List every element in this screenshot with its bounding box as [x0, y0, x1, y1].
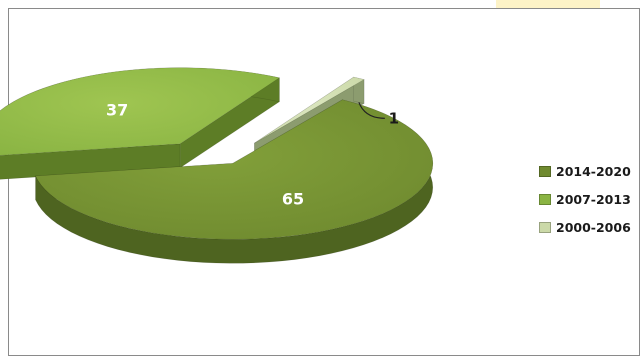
legend-label-2007-2013: 2007-2013 [556, 191, 631, 207]
legend-swatch-2014-2020 [539, 165, 551, 177]
legend-swatch-2000-2006 [539, 221, 551, 233]
data-label-2007-2013: 37 [106, 100, 128, 119]
slice-top-2007-2013 [0, 67, 281, 156]
legend-label-2000-2006: 2000-2006 [556, 219, 631, 235]
leader-line-2000-2006 [358, 102, 385, 119]
legend-item-2007-2013: 2007-2013 [539, 185, 631, 213]
legend-item-2000-2006: 2000-2006 [539, 213, 631, 241]
data-label-2000-2006: 1 [389, 109, 399, 127]
slice-top-2000-2006 [254, 76, 365, 144]
legend: 2014-2020 2007-2013 2000-2006 [539, 157, 631, 241]
highlight-strip [496, 0, 600, 8]
legend-label-2014-2020: 2014-2020 [556, 163, 631, 179]
pie-slice-2014-2020 [35, 99, 434, 264]
data-label-2014-2020: 65 [282, 189, 304, 208]
slice-top-2014-2020 [35, 99, 434, 240]
legend-item-2014-2020: 2014-2020 [539, 157, 631, 185]
legend-swatch-2007-2013 [539, 193, 551, 205]
